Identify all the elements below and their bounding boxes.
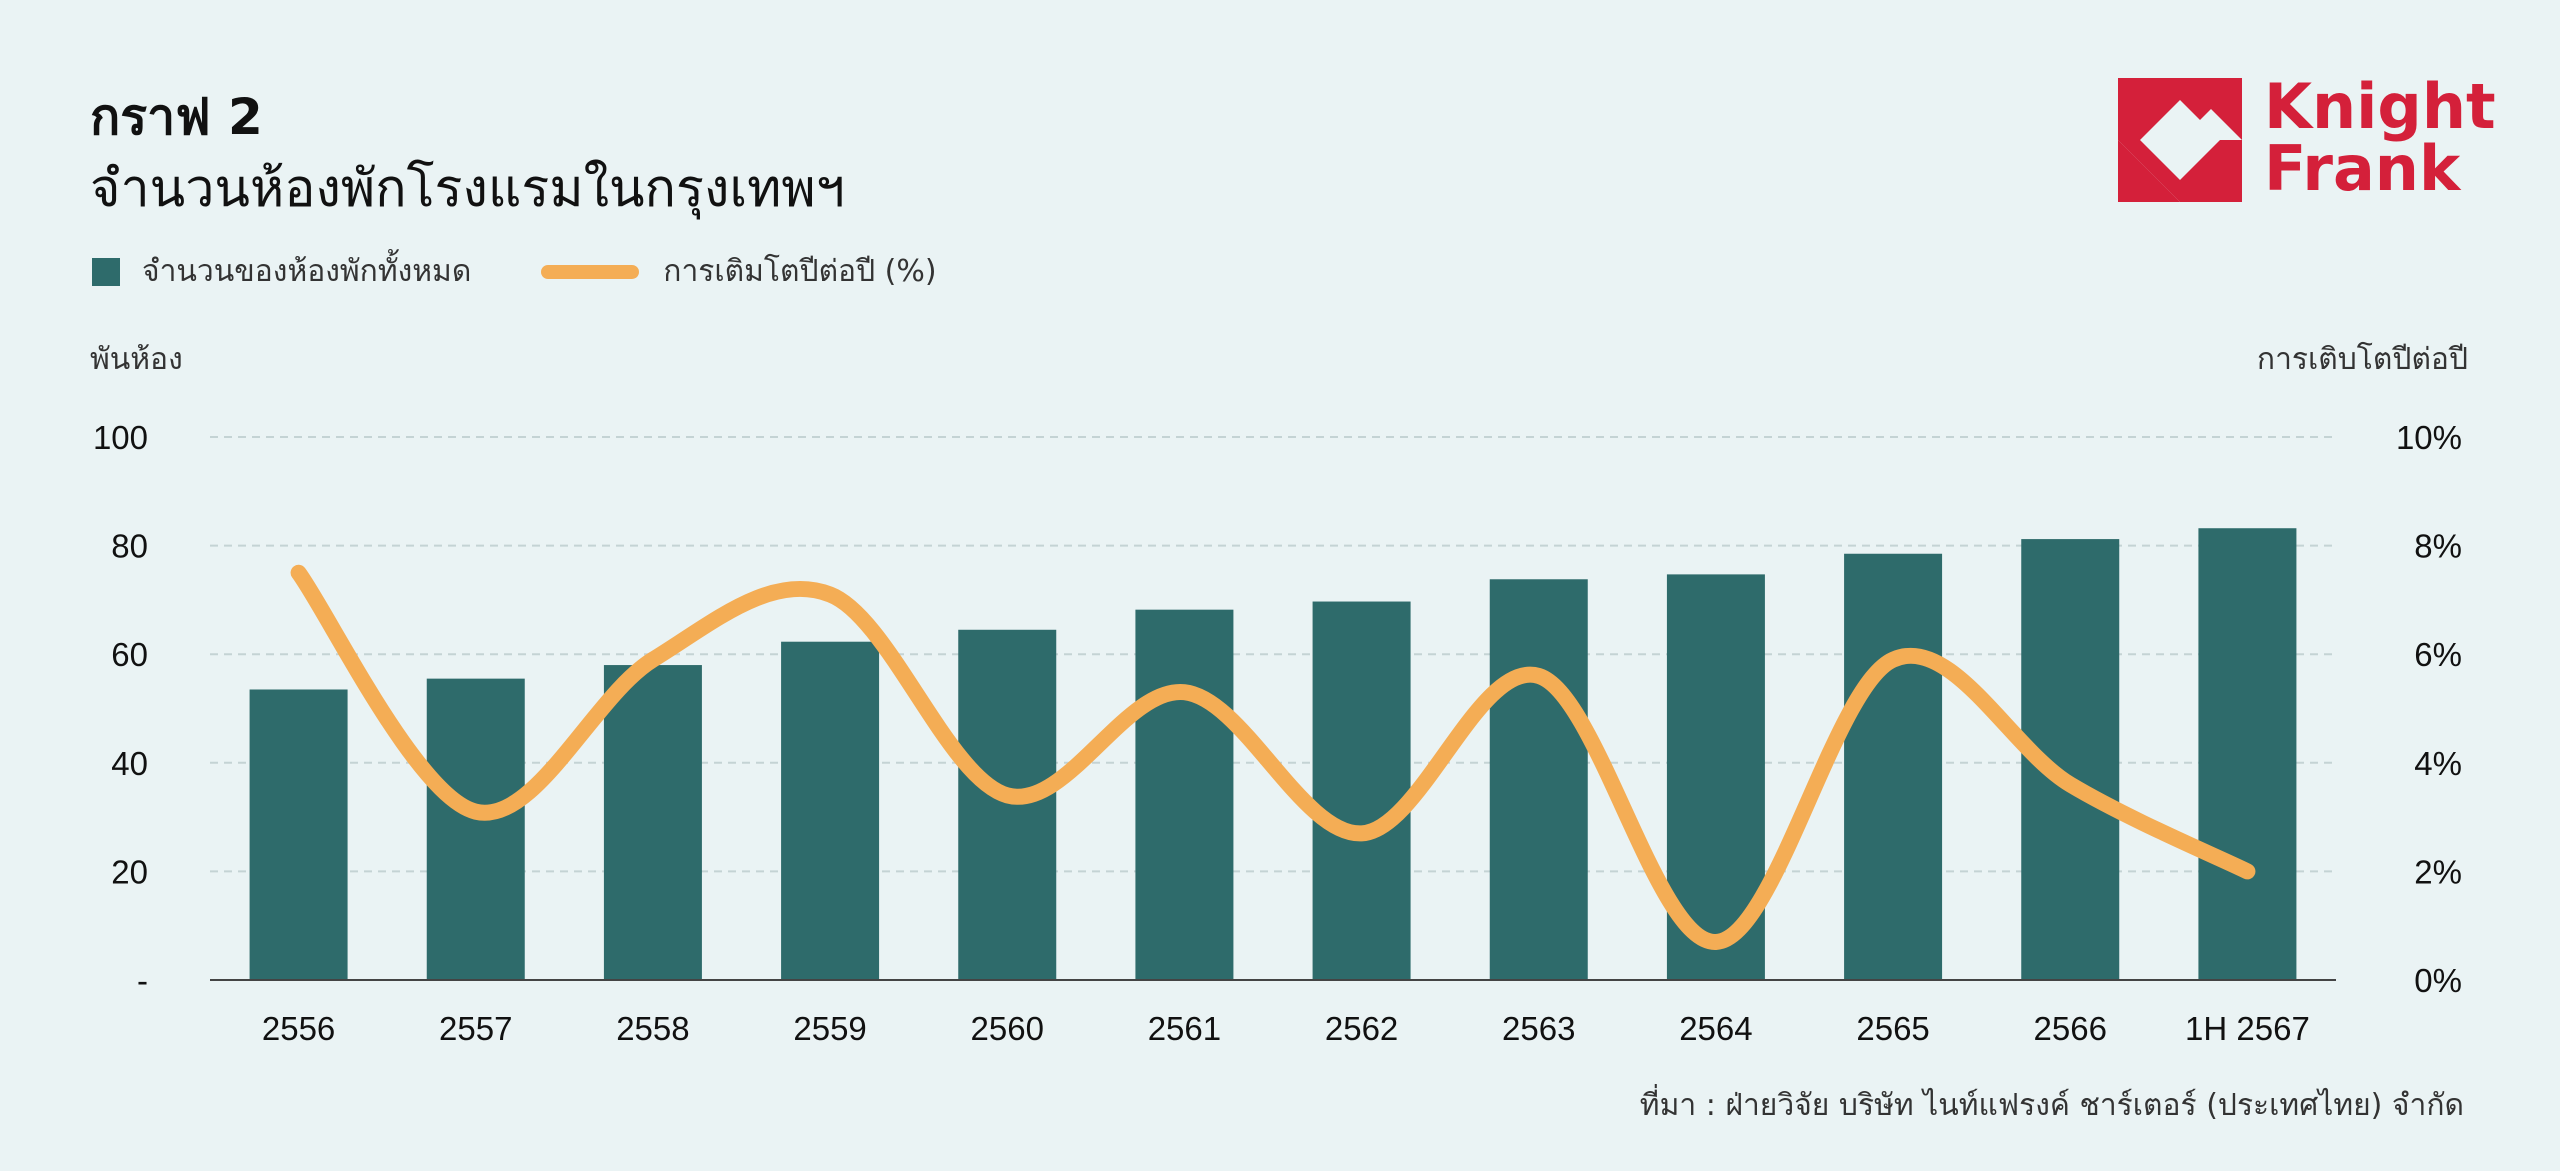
knight-frank-logo: Knight Frank [2118,76,2496,208]
x-tick-label: 2563 [1502,1010,1575,1047]
x-tick-label: 2566 [2034,1010,2107,1047]
right-axis-title: การเติบโตปีต่อปี [2256,342,2468,377]
x-tick-label: 2556 [262,1010,335,1047]
bar [426,678,525,980]
bar [603,665,702,980]
bar [781,641,880,980]
y-tick-label: 80 [111,528,148,565]
logo-text-frank: Frank [2264,132,2461,205]
chart-legend: จำนวนของห้องพักทั้งหมด การเติมโตปีต่อปี … [92,248,937,295]
x-tick-label: 1H 2567 [2185,1010,2310,1047]
legend-bar-swatch [92,257,120,286]
y-tick-label: 40 [111,745,148,782]
x-tick-label: 2564 [1679,1010,1752,1047]
x-tick-label: 2562 [1325,1010,1398,1047]
y2-tick-label: 6% [2414,636,2462,673]
legend-line-swatch [541,264,640,279]
x-tick-label: 2559 [793,1010,866,1047]
bar [1312,601,1411,980]
bar [958,629,1057,980]
logo-mark-icon [2118,78,2242,202]
x-tick-label: 2565 [1856,1010,1929,1047]
y2-tick-label: 0% [2414,962,2462,999]
growth-line [290,564,2256,950]
legend-line-label: การเติมโตปีต่อปี (%) [663,254,937,289]
bar [249,689,348,980]
y2-tick-label: 4% [2414,745,2462,782]
source-note: ที่มา : ฝ่ายวิจัย บริษัท ไนท์แฟรงค์ ชาร์… [1639,1088,2464,1123]
x-tick-label: 2557 [439,1010,512,1047]
y2-tick-label: 10% [2396,419,2462,456]
logo-text-knight: Knight [2264,70,2496,143]
chart-kicker: กราฟ 2 [90,88,263,146]
left-axis-title: พันห้อง [90,342,183,377]
y2-tick-label: 8% [2414,528,2462,565]
x-tick-label: 2558 [616,1010,689,1047]
x-tick-label: 2560 [971,1010,1044,1047]
bar [1844,553,1943,980]
chart-title: จำนวนห้องพักโรงแรมในกรุงเทพฯ [90,159,845,219]
y-tick-label: - [137,962,148,999]
bar [2198,528,2297,980]
bar [1489,579,1588,980]
x-tick-label: 2561 [1148,1010,1221,1047]
bar [1135,609,1234,980]
legend-bar-label: จำนวนของห้องพักทั้งหมด [142,254,472,289]
y2-tick-label: 2% [2414,853,2462,890]
y-tick-label: 100 [93,419,148,456]
y-tick-label: 60 [111,636,148,673]
y-tick-label: 20 [111,853,148,890]
